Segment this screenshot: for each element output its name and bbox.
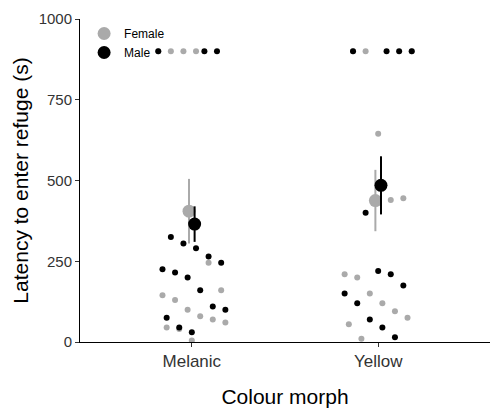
svg-text:Latency to enter refuge (s): Latency to enter refuge (s)	[9, 57, 32, 303]
svg-text:250: 250	[47, 253, 72, 270]
svg-text:500: 500	[47, 172, 72, 189]
svg-text:Male: Male	[124, 46, 150, 60]
svg-text:1000: 1000	[39, 10, 72, 27]
svg-text:0: 0	[64, 333, 72, 350]
svg-text:Melanic: Melanic	[163, 352, 222, 371]
svg-text:Female: Female	[124, 27, 164, 41]
svg-text:Colour morph: Colour morph	[221, 385, 348, 408]
svg-text:750: 750	[47, 91, 72, 108]
svg-text:Yellow: Yellow	[354, 352, 403, 371]
